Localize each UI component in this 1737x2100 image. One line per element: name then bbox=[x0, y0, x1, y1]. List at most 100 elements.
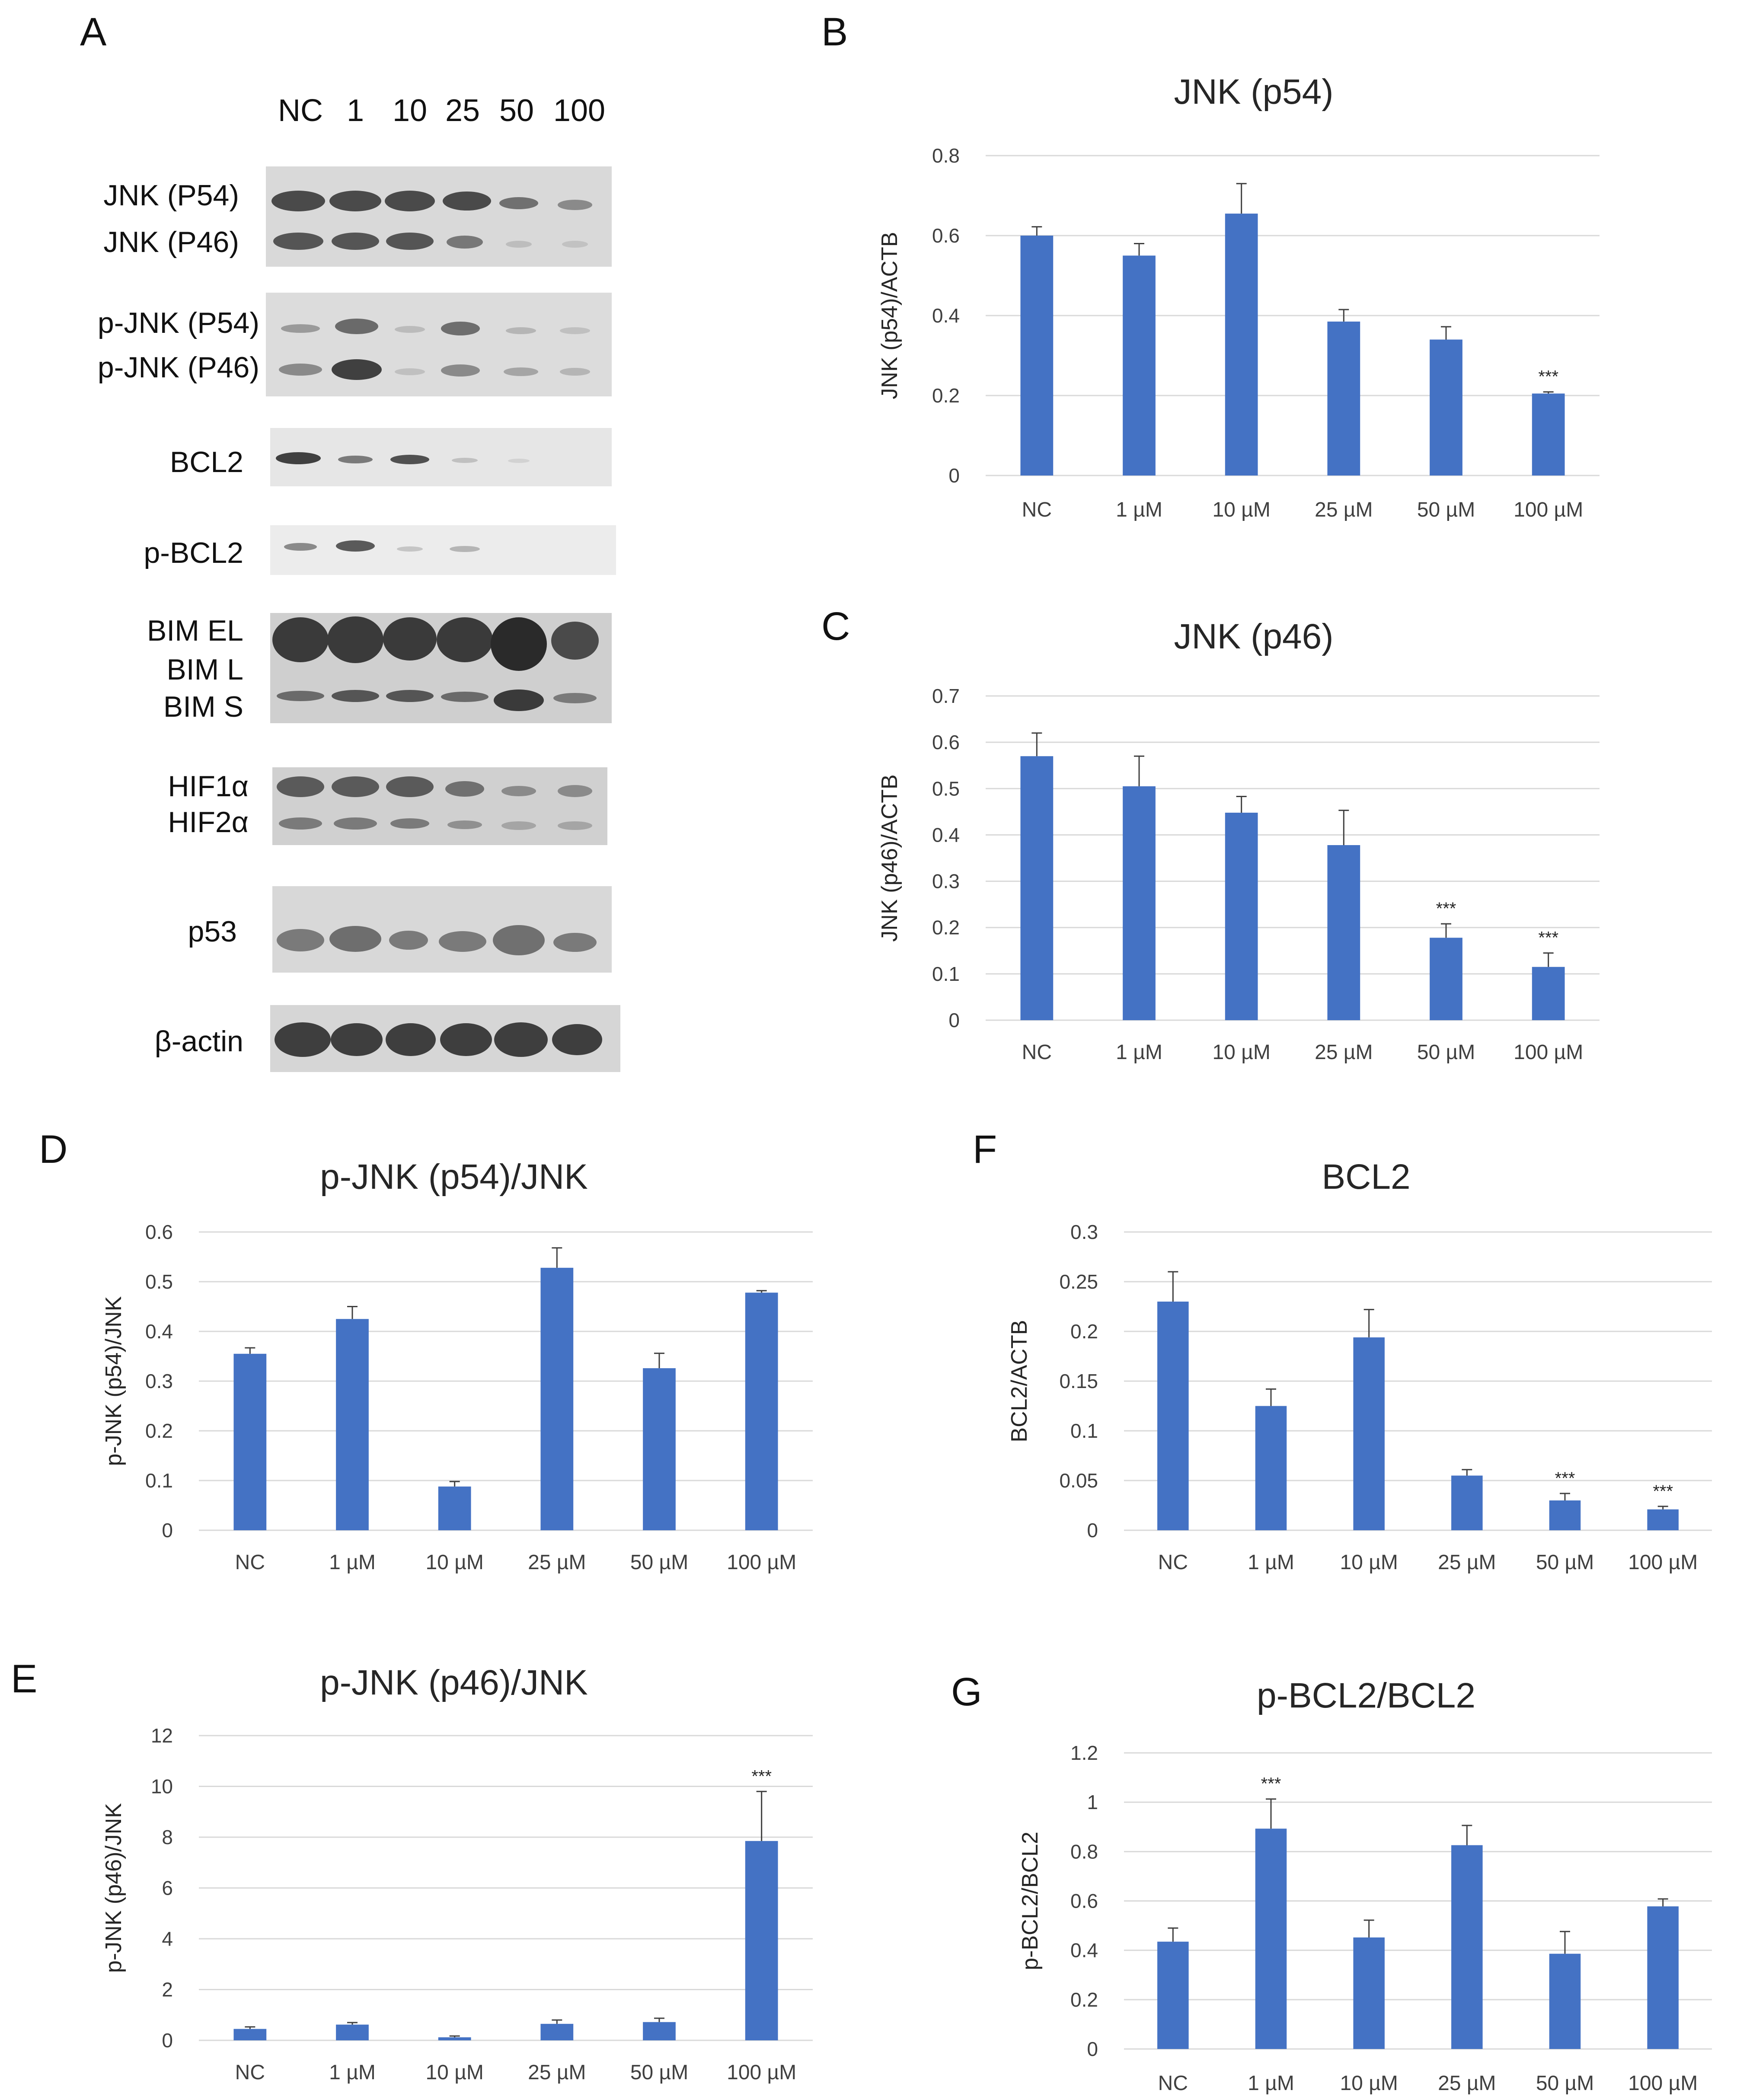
band-label-jnk-p54: JNK (P54) bbox=[103, 179, 239, 212]
y-tick-label: 0.6 bbox=[1070, 1890, 1098, 1912]
y-tick-label: 0.6 bbox=[932, 224, 960, 247]
band-label-pjnk-p54: p-JNK (P54) bbox=[98, 306, 259, 339]
bar bbox=[540, 1267, 574, 1530]
bar bbox=[1532, 393, 1565, 476]
y-tick-label: 0.25 bbox=[1059, 1270, 1098, 1293]
panel-label-e: E bbox=[11, 1657, 37, 1701]
y-tick-label: 0.5 bbox=[145, 1270, 173, 1293]
band-label-bim-l: BIM L bbox=[166, 653, 243, 686]
significance-marker: *** bbox=[1538, 929, 1558, 948]
y-tick-label: 0.4 bbox=[932, 823, 960, 846]
band-row-bim-s bbox=[277, 689, 597, 711]
x-tick-label: 10 µM bbox=[1340, 1551, 1398, 1574]
bar bbox=[1430, 938, 1462, 1020]
x-tick-label: 100 µM bbox=[1628, 1551, 1698, 1574]
band-row-jnk-p46 bbox=[273, 233, 588, 250]
y-tick-label: 0.4 bbox=[932, 304, 960, 327]
x-tick-label: 25 µM bbox=[528, 2061, 586, 2084]
x-tick-label: 10 µM bbox=[1212, 498, 1270, 521]
y-tick-label: 8 bbox=[162, 1826, 173, 1848]
bar bbox=[438, 1486, 471, 1530]
x-tick-label: 1 µM bbox=[329, 2061, 376, 2084]
bar bbox=[1157, 1941, 1189, 2049]
bar bbox=[1225, 214, 1258, 476]
x-tick-label: 25 µM bbox=[1315, 498, 1373, 521]
y-tick-label: 0.05 bbox=[1059, 1469, 1098, 1492]
y-tick-label: 0.2 bbox=[1070, 1320, 1098, 1343]
y-tick-label: 0.2 bbox=[932, 384, 960, 407]
band-row-bim-el bbox=[272, 616, 599, 671]
y-tick-label: 0.6 bbox=[932, 731, 960, 753]
lane-label-nc: NC bbox=[278, 93, 323, 128]
lane-label-10: 10 bbox=[393, 93, 427, 128]
x-tick-label: 25 µM bbox=[1438, 2072, 1496, 2095]
band-label-hif2a: HIF2α bbox=[168, 806, 249, 839]
blot-strip-hif bbox=[272, 767, 607, 845]
significance-marker: *** bbox=[1261, 1774, 1281, 1794]
x-tick-label: 1 µM bbox=[329, 1551, 376, 1574]
chart-title: p-JNK (p54)/JNK bbox=[320, 1157, 588, 1197]
y-tick-label: 0.1 bbox=[932, 963, 960, 985]
chart-e-pjnk-p46-ratio: p-JNK (p46)/JNK p-JNK (p46)/JNK 0 2 4 6 8 10 12 N… bbox=[101, 1663, 813, 2084]
y-tick-label: 0.2 bbox=[145, 1420, 173, 1442]
y-tick-label: 0.4 bbox=[1070, 1939, 1098, 1962]
bar bbox=[1549, 1500, 1581, 1530]
bar bbox=[1255, 1829, 1287, 2049]
y-tick-label: 0.1 bbox=[145, 1469, 173, 1492]
y-tick-label: 0 bbox=[1087, 1519, 1098, 1541]
x-tick-label: 50 µM bbox=[1417, 498, 1475, 521]
x-tick-label: 100 µM bbox=[1628, 2072, 1698, 2095]
x-tick-label: 50 µM bbox=[1417, 1041, 1475, 1064]
bar bbox=[1020, 756, 1054, 1020]
y-tick-label: 0.8 bbox=[1070, 1840, 1098, 1863]
x-tick-label: 1 µM bbox=[1248, 2072, 1294, 2095]
y-tick-label: 0.15 bbox=[1059, 1370, 1098, 1392]
y-axis-label: p-JNK (p54)/JNK bbox=[101, 1296, 126, 1466]
bar bbox=[1123, 786, 1156, 1020]
x-tick-label: 25 µM bbox=[1438, 1551, 1496, 1574]
band-row-actin bbox=[275, 1022, 602, 1057]
y-tick-label: 0.2 bbox=[1070, 1988, 1098, 2011]
x-tick-label: 50 µM bbox=[630, 2061, 688, 2084]
band-row-pbcl2 bbox=[284, 540, 480, 552]
lane-label-25: 25 bbox=[445, 93, 480, 128]
band-row-jnk-p54 bbox=[271, 191, 592, 211]
y-tick-label: 4 bbox=[162, 1928, 173, 1950]
bar bbox=[233, 2029, 267, 2040]
x-tick-label: 100 µM bbox=[727, 2061, 796, 2084]
significance-marker: *** bbox=[751, 1767, 772, 1786]
bar bbox=[1532, 967, 1565, 1020]
band-row-hif1a bbox=[277, 776, 592, 797]
bar bbox=[1327, 845, 1360, 1020]
lane-label-1: 1 bbox=[347, 93, 364, 128]
y-tick-label: 0.7 bbox=[932, 685, 960, 707]
blot-strip-jnk bbox=[266, 166, 612, 267]
bar bbox=[1451, 1845, 1483, 2049]
x-tick-label: 100 µM bbox=[727, 1551, 796, 1574]
band-row-bcl2 bbox=[276, 452, 530, 464]
chart-title: BCL2 bbox=[1322, 1157, 1410, 1197]
significance-marker: *** bbox=[1555, 1469, 1575, 1488]
y-tick-label: 0.3 bbox=[145, 1370, 173, 1392]
bar bbox=[1123, 255, 1156, 476]
bar bbox=[1157, 1302, 1189, 1530]
y-tick-label: 0 bbox=[948, 1009, 960, 1031]
y-axis-label: p-JNK (p46)/JNK bbox=[101, 1803, 126, 1973]
x-tick-label: 10 µM bbox=[425, 1551, 483, 1574]
y-tick-label: 0.5 bbox=[932, 777, 960, 800]
y-tick-label: 0.8 bbox=[932, 144, 960, 167]
y-axis-label: JNK (p46)/ACTB bbox=[877, 774, 902, 941]
y-tick-label: 1 bbox=[1087, 1791, 1098, 1813]
band-row-p53 bbox=[277, 925, 597, 955]
x-tick-label: NC bbox=[235, 1551, 265, 1574]
bar bbox=[1020, 236, 1054, 476]
bar bbox=[1549, 1953, 1581, 2049]
y-tick-label: 0 bbox=[1087, 2038, 1098, 2060]
y-tick-label: 0 bbox=[948, 464, 960, 487]
chart-f-bcl2: BCL2 BCL2/ACTB 0 0.05 0.1 0.15 0.2 0.25 0.3 NC 1 µ… bbox=[1007, 1157, 1712, 1574]
x-tick-label: NC bbox=[1158, 1551, 1188, 1574]
blot-strip-pbcl2 bbox=[270, 525, 616, 575]
band-row-pjnk-p54 bbox=[281, 319, 590, 335]
x-tick-label: 10 µM bbox=[425, 2061, 483, 2084]
